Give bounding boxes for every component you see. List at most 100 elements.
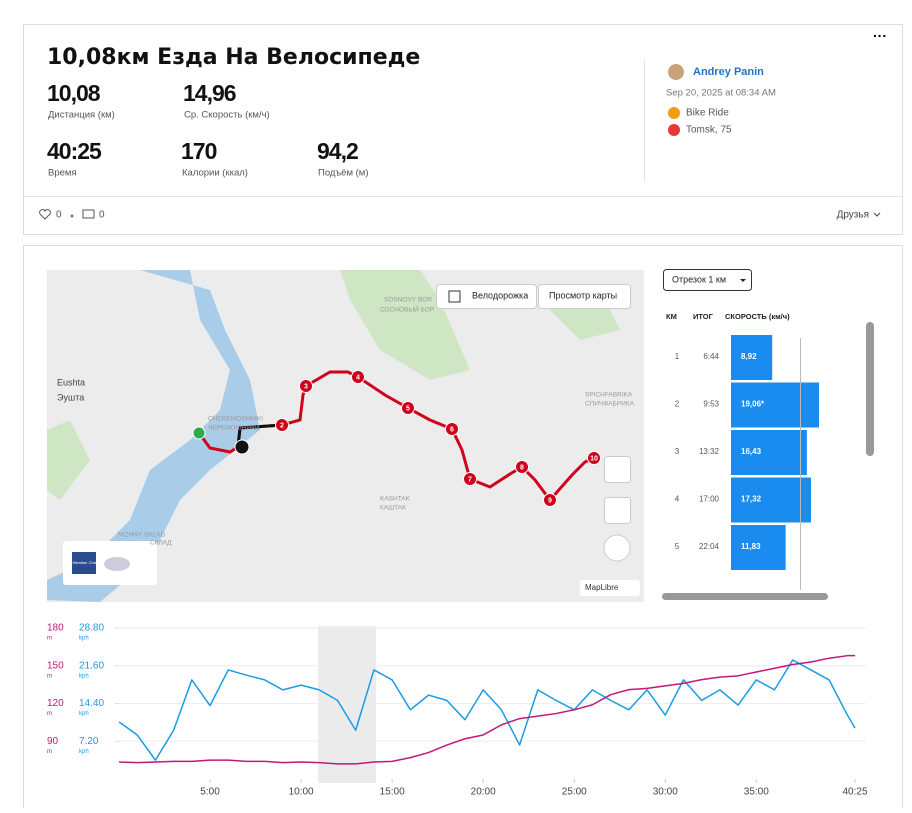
speed-bar <box>731 382 819 428</box>
route-marker <box>515 460 529 474</box>
split-km: 5 <box>675 542 680 551</box>
stat-value: 40:25 <box>47 138 102 164</box>
x-tick-label: 30:00 <box>653 787 678 798</box>
vertical-scrollbar[interactable] <box>866 322 874 456</box>
y2-unit: kph <box>79 711 89 717</box>
place-label: КАШТАК <box>380 505 406 512</box>
place-label: Эушта <box>57 392 84 402</box>
like-count: 0 <box>56 210 62 221</box>
chevron <box>740 279 746 282</box>
y-tick-label: 120 <box>47 698 64 709</box>
column-header: ИТОГ <box>693 312 714 321</box>
y2-unit: kph <box>79 636 89 642</box>
route-marker <box>299 379 313 393</box>
visibility[interactable]: Друзья <box>837 210 869 221</box>
place-label: ЧЕРЕМОШНИКИ <box>208 425 260 432</box>
attribution-box <box>580 580 640 596</box>
y2-tick-label: 14.40 <box>79 698 104 709</box>
y2-unit: kph <box>79 749 89 755</box>
checkbox[interactable] <box>448 290 461 303</box>
split-speed: 17,32 <box>741 495 762 504</box>
location-icon <box>668 124 680 136</box>
bike-lane-toggle[interactable] <box>436 284 537 309</box>
stat-label: Ср. Скорость (км/ч) <box>184 110 270 121</box>
athlete-name[interactable]: Andrey Panin <box>693 66 764 78</box>
x-tick-label: 10:00 <box>289 787 314 798</box>
stat-label: Время <box>48 168 77 179</box>
place-label: NIZHNY SKLAD <box>118 532 166 539</box>
stat-label: Калории (ккал) <box>182 168 248 179</box>
route-marker <box>445 422 459 436</box>
speed-bar <box>731 430 807 475</box>
place-label: SOSNOVY BOR <box>384 297 432 304</box>
x-tick-label: 40:25 <box>842 787 867 798</box>
place-label: СОСНОВЫЙ БОР <box>380 305 434 314</box>
chevron <box>873 212 881 217</box>
y2-unit: kph <box>79 673 89 679</box>
stats: 10,08 Дистанция (км) 14,96 Ср. Скорость (км… <box>47 80 369 178</box>
recenter-button[interactable] <box>604 497 631 524</box>
place-label: CHEREMOSHNIKI <box>208 416 263 423</box>
stat-label: Дистанция (км) <box>48 110 115 121</box>
place-label: СПИЧФАБРИКА <box>585 401 635 408</box>
place-label: KASHTAK <box>380 496 411 503</box>
marker-label: 3 <box>304 383 308 390</box>
comment-button[interactable] <box>82 209 95 219</box>
split-speed: 11,83 <box>741 542 761 551</box>
y2-tick-label: 21.60 <box>79 660 104 671</box>
stat-value: 14,96 <box>183 80 236 106</box>
cloud-icon <box>104 557 130 571</box>
split-selector-label: Отрезок 1 км <box>672 274 726 284</box>
split-total: 9:53 <box>703 400 719 409</box>
selection-band <box>318 626 376 783</box>
marker-label: 7 <box>468 476 472 483</box>
start-marker <box>192 426 206 440</box>
speed-bar <box>731 477 811 523</box>
split-km: 4 <box>675 495 680 504</box>
stat-value: 170 <box>181 138 217 164</box>
split-total: 17:00 <box>699 495 720 504</box>
route-marker <box>351 370 365 384</box>
route-marker <box>275 418 289 432</box>
activity-icon <box>668 107 680 119</box>
menu[interactable]: ··· <box>873 28 887 44</box>
series-line <box>118 659 856 761</box>
y2-tick-label: 28.80 <box>79 623 104 634</box>
split-speed: 19,06* <box>741 400 765 409</box>
horizontal-scrollbar[interactable] <box>662 593 828 600</box>
split-speed: 16,43 <box>741 447 762 456</box>
like-button[interactable] <box>39 209 51 220</box>
split-total: 6:44 <box>703 352 719 361</box>
split-total: 22:04 <box>699 542 720 551</box>
marker-label: 6 <box>450 426 454 433</box>
avatar[interactable] <box>668 64 684 80</box>
y-unit: m <box>47 673 52 679</box>
y-tick-label: 180 <box>47 623 64 634</box>
weather-logo <box>72 552 96 574</box>
compass-button[interactable] <box>603 534 631 562</box>
split-selector[interactable] <box>663 269 752 291</box>
x-tick-label: 25:00 <box>562 787 587 798</box>
marker-label: 8 <box>520 464 524 471</box>
route-marker <box>587 451 601 465</box>
stat-label: Подъём (м) <box>318 168 369 179</box>
x-tick-label: 20:00 <box>471 787 496 798</box>
y-tick-label: 90 <box>47 736 59 747</box>
route-marker <box>543 493 557 507</box>
column-header: КМ <box>666 312 677 321</box>
map: Велодорожка Просмотр карты The Weather C… <box>47 270 644 602</box>
speed-bar <box>731 335 773 380</box>
toggle-label: Велодорожка <box>472 290 528 300</box>
fullscreen-button[interactable] <box>604 456 631 483</box>
activity-card <box>23 24 903 235</box>
split-km: 1 <box>675 352 680 361</box>
map-view-select[interactable] <box>538 284 631 309</box>
stat-value: 94,2 <box>317 138 358 164</box>
marker-label: 9 <box>548 497 552 504</box>
route-marker <box>401 401 415 415</box>
route-marker <box>463 472 477 486</box>
place-label: СКЛАД <box>150 540 172 547</box>
series-line <box>118 654 855 765</box>
y-unit: m <box>47 636 52 642</box>
